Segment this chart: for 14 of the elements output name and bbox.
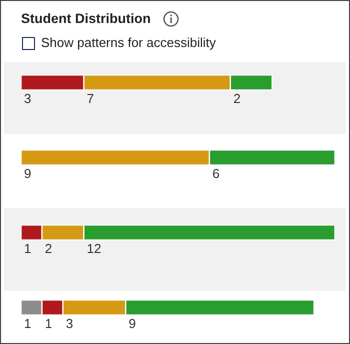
data-label: 9 xyxy=(128,316,136,332)
data-label: 1 xyxy=(24,316,32,332)
data-label: 1 xyxy=(44,316,52,332)
data-label: 6 xyxy=(212,166,220,182)
data-label: 2 xyxy=(44,241,52,256)
data-label: 12 xyxy=(86,241,102,256)
data-label: 1 xyxy=(24,241,32,256)
chart-title: Student Distribution xyxy=(21,11,151,26)
data-label: 3 xyxy=(24,91,32,106)
data-label: 3 xyxy=(66,316,74,332)
data-label: 2 xyxy=(233,91,241,106)
data-label: 7 xyxy=(86,91,94,106)
data-label: 9 xyxy=(24,166,32,182)
annotation: Show patterns for accessibility xyxy=(41,35,216,50)
